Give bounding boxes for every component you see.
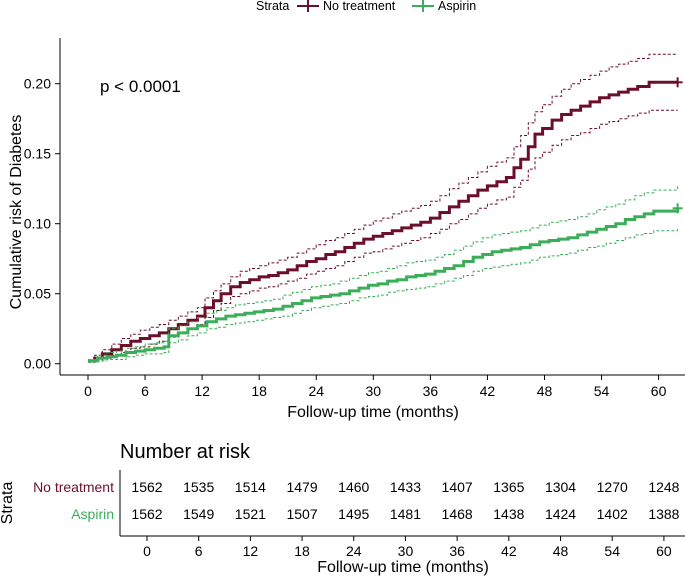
risk-cell: 1388 — [648, 506, 679, 522]
x-tick-label: 24 — [308, 383, 324, 399]
risk-table-strata-label: Strata — [0, 482, 16, 525]
risk-cell: 1270 — [597, 479, 628, 495]
risk-cell: 1481 — [390, 506, 421, 522]
x-tick-label: 0 — [84, 383, 92, 399]
risk-cell: 1479 — [286, 479, 317, 495]
risk-cell: 1433 — [390, 479, 421, 495]
series-line-no-treatment — [88, 80, 678, 363]
ci-upper-no-treatment — [88, 53, 678, 360]
risk-row-label-no-treatment: No treatment — [33, 479, 114, 495]
ci-upper-aspirin — [88, 185, 679, 360]
y-tick-label: 0.15 — [24, 146, 51, 162]
x-tick-label: 36 — [423, 383, 439, 399]
risk-cell: 1424 — [545, 506, 576, 522]
risk-x-ticks: 0 6 12 18 24 30 36 42 48 54 60 — [143, 536, 672, 559]
main-plot: 0.00 0.05 0.10 0.15 0.20 0 6 12 18 24 30 36 42 48 54 6… — [8, 38, 685, 421]
x-tick-label: 60 — [651, 383, 667, 399]
risk-row-label-aspirin: Aspirin — [71, 506, 114, 522]
risk-x-tick-label: 48 — [553, 543, 569, 559]
x-tick-label: 6 — [141, 383, 149, 399]
series-layer — [88, 53, 683, 363]
x-tick-label: 42 — [480, 383, 496, 399]
risk-cell: 1521 — [235, 506, 266, 522]
risk-x-tick-label: 0 — [143, 543, 151, 559]
y-tick-label: 0.10 — [24, 216, 51, 232]
risk-cells: 1562 1535 1514 1479 1460 1433 1407 1365 1304 1270… — [131, 479, 679, 522]
risk-x-tick-label: 12 — [243, 543, 259, 559]
y-tick-label: 0.05 — [24, 286, 51, 302]
risk-cell: 1438 — [493, 506, 524, 522]
risk-cell: 1535 — [183, 479, 214, 495]
legend-key-aspirin — [412, 0, 434, 12]
p-value-annotation: p < 0.0001 — [100, 77, 181, 96]
risk-cell: 1248 — [648, 479, 679, 495]
legend-title: Strata — [256, 0, 289, 13]
risk-x-tick-label: 36 — [449, 543, 465, 559]
risk-cell: 1365 — [493, 479, 524, 495]
legend: Strata No treatment Aspirin — [256, 0, 476, 13]
risk-cell: 1402 — [597, 506, 628, 522]
risk-cell: 1507 — [286, 506, 317, 522]
legend-label-aspirin: Aspirin — [438, 0, 476, 13]
risk-cell: 1562 — [131, 506, 162, 522]
x-axis-label: Follow-up time (months) — [287, 404, 459, 421]
risk-table-title: Number at risk — [120, 441, 251, 463]
ci-lower-aspirin — [88, 229, 679, 363]
risk-cell: 1514 — [235, 479, 266, 495]
y-axis-label: Cumulative risk of Diabetes — [8, 115, 25, 310]
risk-x-tick-label: 30 — [398, 543, 414, 559]
legend-key-no-treatment — [297, 0, 319, 12]
risk-cell: 1549 — [183, 506, 214, 522]
risk-x-tick-label: 18 — [294, 543, 310, 559]
risk-x-tick-label: 24 — [346, 543, 362, 559]
x-tick-label: 48 — [537, 383, 553, 399]
risk-x-tick-label: 54 — [604, 543, 620, 559]
y-tick-label: 0.00 — [24, 356, 51, 372]
legend-label-no-treatment: No treatment — [323, 0, 396, 13]
risk-cell: 1495 — [338, 506, 369, 522]
risk-x-tick-label: 60 — [656, 543, 672, 559]
series-line-aspirin — [88, 208, 680, 363]
risk-x-tick-label: 6 — [195, 543, 203, 559]
risk-cell: 1460 — [338, 479, 369, 495]
x-tick-label: 30 — [366, 383, 382, 399]
x-tick-label: 18 — [251, 383, 267, 399]
risk-cell: 1562 — [131, 479, 162, 495]
risk-cell: 1468 — [442, 506, 473, 522]
x-tick-label: 54 — [594, 383, 610, 399]
risk-x-tick-label: 42 — [501, 543, 517, 559]
ci-lower-no-treatment — [88, 109, 678, 363]
x-tick-label: 12 — [194, 383, 210, 399]
risk-table: Number at risk Strata No treatment Aspir… — [0, 441, 685, 576]
risk-cell: 1304 — [545, 479, 576, 495]
y-ticks: 0.00 0.05 0.10 0.15 0.20 — [24, 76, 60, 372]
risk-table-x-axis-label: Follow-up time (months) — [317, 559, 489, 576]
risk-cell: 1407 — [442, 479, 473, 495]
x-ticks: 0 6 12 18 24 30 36 42 48 54 60 — [84, 375, 667, 399]
y-tick-label: 0.20 — [24, 76, 51, 92]
